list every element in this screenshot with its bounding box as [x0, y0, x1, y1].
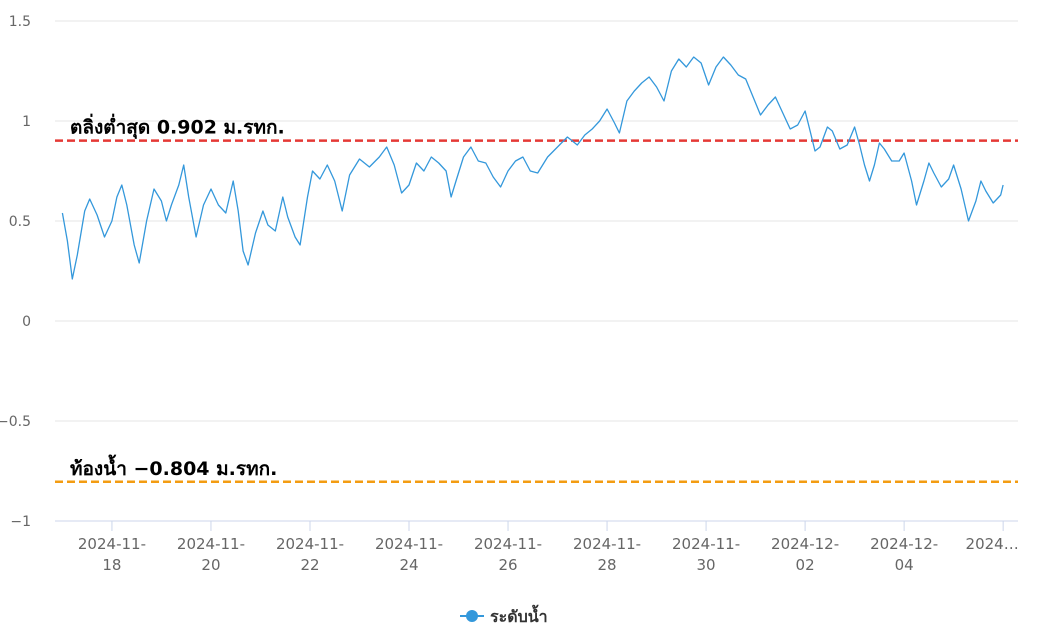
x-tick-label-day: 24 — [399, 556, 418, 574]
x-tick-label: 2024-12- — [771, 535, 839, 553]
x-tick-label-day: 04 — [895, 556, 914, 574]
y-tick-label: −0.5 — [0, 414, 31, 430]
x-tick-label-day: 28 — [598, 556, 617, 574]
y-tick-label: −1 — [10, 514, 31, 530]
x-tick-label-day: 20 — [201, 556, 220, 574]
y-tick-label: 0.5 — [9, 214, 31, 230]
grid-lines — [55, 20, 1018, 522]
x-tick-label: 2024-11- — [375, 535, 443, 553]
x-tick-label: 2024-11- — [78, 535, 146, 553]
x-tick-label: 2024-12- — [870, 535, 938, 553]
x-tick-label: 2024-11- — [177, 535, 245, 553]
legend[interactable]: ระดับน้ำ — [460, 604, 548, 626]
y-tick-label: 1.5 — [9, 14, 31, 30]
x-tick-label-day: 22 — [300, 556, 319, 574]
y-tick-label: 0 — [22, 314, 31, 330]
x-tick-label: 2024… — [966, 535, 1019, 553]
series-lines — [61, 56, 1004, 280]
x-tick-label: 2024-11- — [573, 535, 641, 553]
series-line-water-level — [61, 56, 1004, 280]
x-tick-label-day: 18 — [102, 556, 121, 574]
reference-line-label: ท้องน้ำ −0.804 ม.รทก. — [70, 454, 277, 480]
x-axis: 2024-11- 18 2024-11- 20 2024-11- 22 2024-11- 24… — [55, 520, 1019, 574]
legend-item-label: ระดับน้ำ — [490, 604, 548, 626]
x-tick-label: 2024-11- — [474, 535, 542, 553]
y-tick-label: 1 — [22, 114, 31, 130]
reference-line-label: ตลิ่งต่ำสุด 0.902 ม.รทก. — [70, 114, 285, 140]
x-tick-label: 2024-11- — [276, 535, 344, 553]
x-tick-label-day: 26 — [498, 556, 517, 574]
legend-marker-icon — [466, 610, 478, 622]
x-tick-label-day: 02 — [796, 556, 815, 574]
reference-lines: ตลิ่งต่ำสุด 0.902 ม.รทก. ท้องน้ำ −0.804 ม… — [55, 114, 1018, 484]
y-axis: 1.5 1 0.5 0 −0.5 −1 — [0, 14, 31, 530]
x-tick-label: 2024-11- — [672, 535, 740, 553]
x-tick-label-day: 30 — [697, 556, 716, 574]
